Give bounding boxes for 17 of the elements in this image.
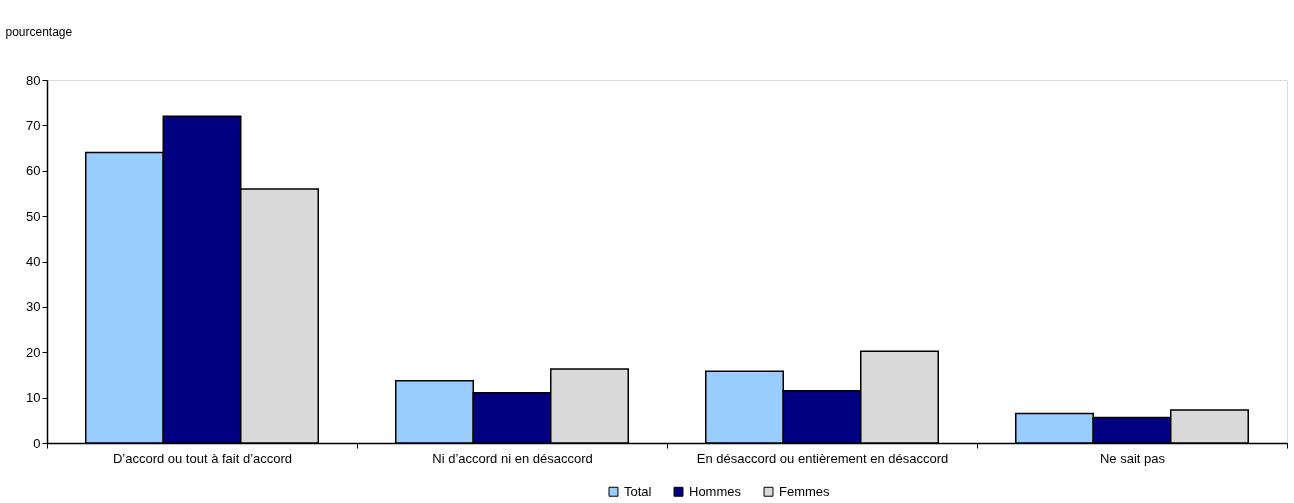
y-tick-label: 30 — [26, 299, 41, 315]
y-tick-label: 60 — [26, 163, 41, 179]
y-tick-label: 0 — [33, 435, 41, 451]
y-tick-label: 50 — [26, 208, 41, 224]
y-tick-label: 20 — [26, 344, 41, 360]
legend-label: Total — [624, 483, 652, 499]
y-tick-label: 10 — [26, 390, 41, 406]
y-tick-label: 70 — [26, 117, 41, 133]
y-tick-label: 40 — [26, 254, 41, 269]
x-tick-label: Ni d’accord ni en désaccord — [432, 450, 593, 466]
x-tick-label: Ne sait pas — [1099, 450, 1166, 466]
y-axis-title: pourcentage — [5, 24, 73, 39]
legend-label: Hommes — [689, 483, 742, 499]
x-tick-label: En désaccord ou entièrement en désaccord — [696, 450, 949, 466]
y-tick-label: 80 — [26, 72, 41, 88]
legend-label: Femmes — [779, 483, 831, 499]
x-tick-label: D’accord ou tout à fait d’accord — [112, 450, 293, 466]
